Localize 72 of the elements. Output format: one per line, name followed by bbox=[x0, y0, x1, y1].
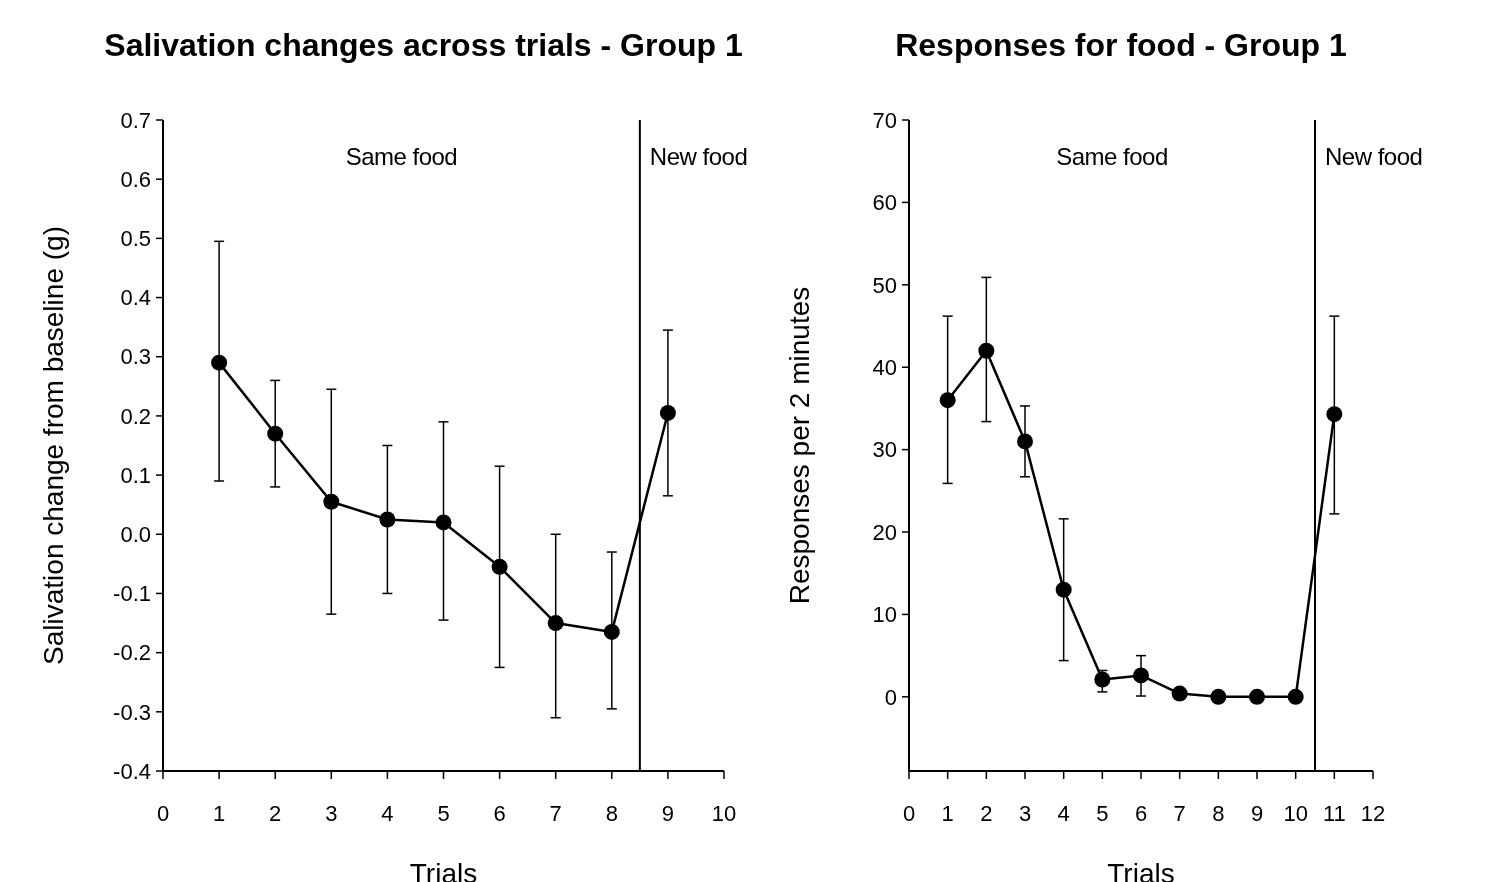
x-tick-label: 0 bbox=[902, 801, 916, 826]
y-tick-label: 0.4 bbox=[120, 285, 151, 311]
x-tick-label: 1 bbox=[941, 801, 954, 826]
x-tick-label: 10 bbox=[1283, 801, 1308, 826]
y-tick-label: -0.2 bbox=[113, 640, 151, 666]
point bbox=[939, 392, 956, 409]
y-tick-label: 70 bbox=[872, 107, 897, 133]
y-tick-label: 60 bbox=[872, 190, 897, 216]
point bbox=[659, 404, 676, 421]
point bbox=[1094, 671, 1111, 688]
x-tick-label: 1 bbox=[212, 801, 226, 826]
point bbox=[1133, 667, 1149, 684]
point bbox=[1210, 688, 1227, 705]
annotation: New food bbox=[649, 143, 748, 170]
y-tick-label: 0.3 bbox=[120, 344, 151, 370]
x-tick-label: 3 bbox=[1018, 801, 1032, 826]
y-tick-label: 0.5 bbox=[120, 226, 151, 252]
x-tick-label: 7 bbox=[1173, 801, 1186, 826]
x-tick-label: 5 bbox=[437, 801, 450, 826]
point bbox=[435, 514, 452, 531]
point bbox=[323, 493, 340, 510]
x-tick-label: 4 bbox=[381, 801, 394, 826]
y-tick-label: 0 bbox=[884, 684, 897, 710]
x-tick-label: 6 bbox=[493, 801, 506, 826]
y-tick-label: -0.1 bbox=[113, 581, 151, 607]
y-tick-label: -0.4 bbox=[113, 758, 151, 784]
annotation: Same food bbox=[1056, 143, 1168, 170]
x-tick-label: 9 bbox=[1250, 801, 1264, 826]
point bbox=[1326, 406, 1343, 423]
y-tick-label: 20 bbox=[872, 519, 897, 545]
point bbox=[978, 342, 995, 359]
y-tick-label: 0.2 bbox=[120, 403, 151, 429]
x-tick-label: 8 bbox=[605, 801, 618, 826]
point bbox=[491, 558, 508, 575]
point bbox=[1171, 685, 1188, 702]
x-tick-label: 6 bbox=[1134, 801, 1148, 826]
x-tick-label: 5 bbox=[1096, 801, 1109, 826]
y-tick-label: 30 bbox=[872, 437, 897, 463]
y-tick-label: 10 bbox=[872, 602, 897, 628]
x-tick-label: 9 bbox=[661, 801, 675, 826]
point bbox=[1287, 688, 1304, 705]
y-axis-title: Salivation change from baseline (g) bbox=[38, 226, 69, 665]
point bbox=[211, 354, 228, 371]
x-tick-label: 2 bbox=[980, 801, 993, 826]
y-tick-label: 40 bbox=[872, 354, 897, 380]
y-axis-title: Responses per 2 minutes bbox=[784, 286, 815, 605]
x-tick-label: 4 bbox=[1057, 801, 1070, 826]
annotation: Same food bbox=[345, 143, 458, 170]
y-tick-label: 0.7 bbox=[120, 107, 151, 133]
point bbox=[1055, 581, 1072, 598]
point bbox=[379, 511, 396, 528]
point bbox=[603, 623, 620, 640]
chart-title: Salivation changes across trials - Group 1 bbox=[104, 27, 743, 63]
annotation: New food bbox=[1325, 143, 1423, 170]
x-tick-label: 0 bbox=[156, 801, 170, 826]
y-tick-label: -0.3 bbox=[113, 699, 151, 725]
chart-title: Responses for food - Group 1 bbox=[895, 27, 1347, 63]
y-tick-label: 0.0 bbox=[120, 521, 151, 547]
x-tick-label: 10 bbox=[711, 801, 737, 826]
x-tick-label: 12 bbox=[1360, 801, 1386, 826]
point bbox=[267, 425, 284, 442]
point bbox=[1249, 688, 1265, 705]
y-tick-label: 0.6 bbox=[120, 166, 151, 192]
x-tick-label: 8 bbox=[1212, 801, 1225, 826]
y-tick-label: 50 bbox=[872, 272, 897, 298]
x-tick-label: 3 bbox=[325, 801, 338, 826]
point bbox=[1017, 433, 1033, 450]
x-tick-label: 7 bbox=[549, 801, 562, 826]
x-tick-label: 11 bbox=[1322, 801, 1346, 826]
y-tick-label: 0.1 bbox=[120, 462, 151, 488]
point bbox=[547, 615, 564, 632]
x-tick-label: 2 bbox=[269, 801, 282, 826]
